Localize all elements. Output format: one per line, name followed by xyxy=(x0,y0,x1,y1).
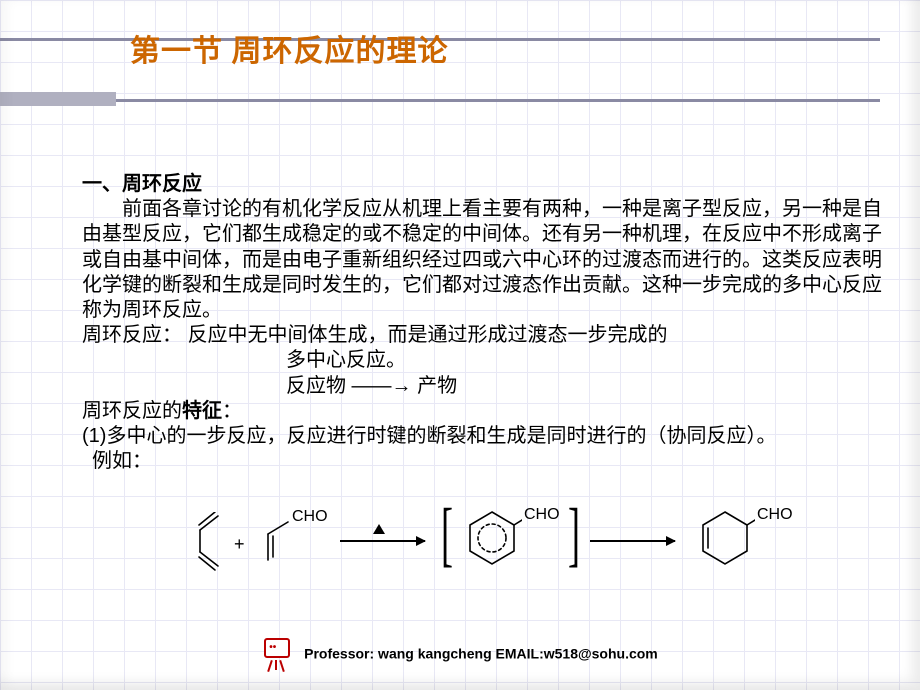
heat-triangle-icon xyxy=(373,524,385,534)
text-reaction-arrow: 反应物 ——→ 产物 xyxy=(82,374,887,399)
reaction-arrow-1 xyxy=(340,540,425,542)
footer: •• Professor: wang kangcheng EMAIL:w518@… xyxy=(0,638,920,672)
title-rule-bottom-line xyxy=(0,99,880,102)
reaction-arrow-2 xyxy=(590,540,675,542)
diene-structure xyxy=(190,512,224,572)
section-heading: 一、周环反应 xyxy=(82,172,887,197)
footer-text: Professor: wang kangcheng EMAIL:w518@soh… xyxy=(304,646,658,662)
features-line: 周环反应的特征： xyxy=(82,399,887,424)
bracket-right: ] xyxy=(568,498,580,570)
example-label: 例如： xyxy=(82,449,887,474)
definition-text: 反应中无中间体生成，而是通过形成过渡态一步完成的 xyxy=(188,324,668,346)
easel-icon: •• xyxy=(262,638,292,672)
reaction-scheme: + CHO [ CHO ] xyxy=(170,494,810,599)
product-structure xyxy=(695,508,755,574)
cho-label-2: CHO xyxy=(524,506,560,524)
page-title: 第一节 周环反应的理论 xyxy=(130,26,449,70)
definition-sub: 多中心反应。 xyxy=(82,348,887,373)
features-colon: ： xyxy=(222,400,242,422)
definition-line: 周环反应： 反应中无中间体生成，而是通过形成过渡态一步完成的 xyxy=(82,323,887,348)
feature-1: (1)多中心的一步反应，反应进行时键的断裂和生成是同时进行的（协同反应）。 xyxy=(82,424,887,449)
slide: 第一节 周环反应的理论 一、周环反应 前面各章讨论的有机化学反应从机理上看主要有… xyxy=(0,0,920,690)
cho-label-1: CHO xyxy=(292,508,328,526)
body-text: 前面各章讨论的有机化学反应从机理上看主要有两种，一种是离子型反应，另一种是自由基… xyxy=(82,198,882,321)
content-area: 一、周环反应 前面各章讨论的有机化学反应从机理上看主要有两种，一种是离子型反应，… xyxy=(82,172,887,474)
transition-state-structure xyxy=(462,508,522,574)
title-rule-bottom-block xyxy=(0,92,116,106)
cho-label-3: CHO xyxy=(757,506,793,524)
plus-sign: + xyxy=(234,534,245,555)
features-bold: 特征 xyxy=(182,400,222,422)
bracket-left: [ xyxy=(441,498,453,570)
definition-label: 周环反应： xyxy=(82,324,182,346)
features-label: 周环反应的 xyxy=(82,400,182,422)
body-paragraph: 前面各章讨论的有机化学反应从机理上看主要有两种，一种是离子型反应，另一种是自由基… xyxy=(82,197,887,323)
